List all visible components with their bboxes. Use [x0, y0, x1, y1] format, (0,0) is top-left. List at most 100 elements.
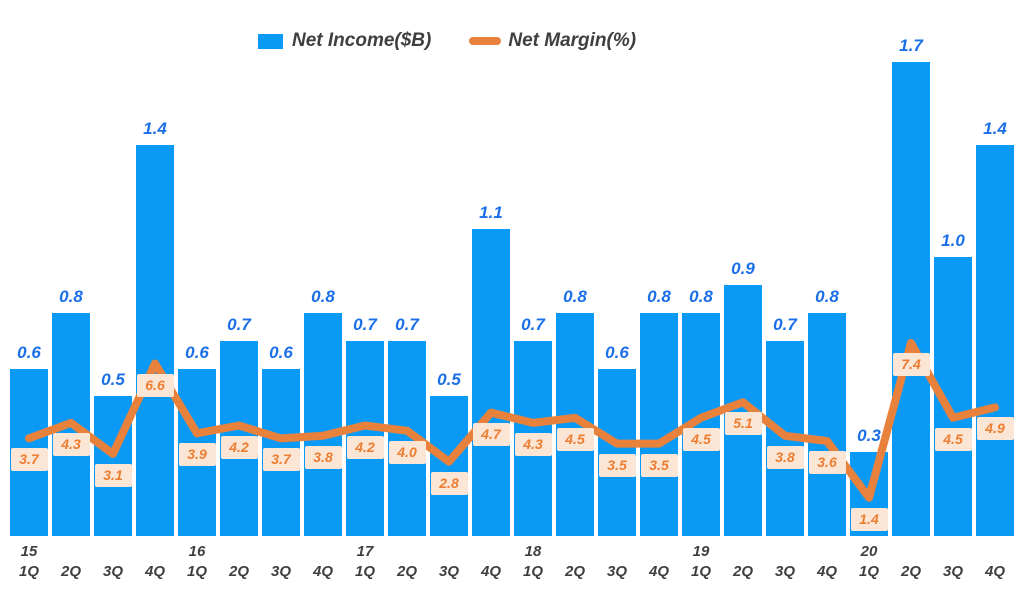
net-margin-value-label: 3.5: [640, 453, 678, 477]
net-income-value-label: 0.6: [605, 343, 629, 362]
x-axis-quarter-label: 1Q: [690, 563, 711, 580]
net-income-value-label: 0.5: [101, 370, 125, 389]
net-margin-value-label: 3.8: [766, 445, 804, 469]
net-income-value-label: 0.6: [185, 343, 209, 362]
net-income-value-label: 1.1: [479, 203, 503, 222]
x-axis-quarter-label: 2Q: [228, 563, 249, 580]
net-margin-value-label: 3.9: [178, 443, 216, 467]
net-income-bar: [682, 313, 720, 536]
net-margin-value-label: 4.3: [52, 432, 90, 456]
x-axis-year-label: 17: [356, 543, 374, 560]
net-income-value-label: 0.5: [437, 370, 461, 389]
x-axis-quarter-label: 4Q: [984, 563, 1005, 580]
net-income-bar: [388, 341, 426, 536]
x-axis-quarter-label: 2Q: [900, 563, 921, 580]
net-margin-value-label: 4.9: [976, 417, 1014, 441]
net-income-value-label: 0.6: [17, 343, 41, 362]
net-income-bar: [598, 369, 636, 536]
net-income-value-label: 0.7: [353, 315, 377, 334]
net-income-value-label: 0.7: [227, 315, 251, 334]
net-income-value-label: 0.7: [395, 315, 419, 334]
net-income-value-label: 1.0: [941, 231, 965, 250]
net-margin-value-label: 1.4: [850, 507, 888, 531]
net-margin-legend-swatch: [469, 37, 502, 45]
net-margin-value-label: 3.5: [598, 453, 636, 477]
net-income-bar: [52, 313, 90, 536]
net-margin-value-label: 3.7: [10, 448, 48, 472]
net-income-value-label: 1.7: [899, 36, 923, 55]
net-margin-value-label: 6.6: [136, 373, 174, 397]
x-axis-quarter-label: 3Q: [270, 563, 291, 580]
net-margin-value-label: 3.6: [808, 451, 846, 474]
x-axis-quarter-label: 4Q: [648, 563, 669, 580]
net-income-bar: [766, 341, 804, 536]
x-axis-year-label: 19: [692, 543, 710, 560]
net-income-bar: [136, 145, 174, 536]
net-income-value-label: 0.8: [59, 287, 83, 306]
net-income-bar: [892, 62, 930, 536]
net-income-value-label: 0.3: [857, 426, 881, 445]
net-income-value-label: 0.9: [731, 259, 755, 278]
net-margin-value-label: 4.2: [220, 435, 258, 459]
net-margin-value-label: 4.2: [346, 435, 384, 459]
net-margin-value-label: 4.5: [934, 427, 972, 451]
net-income-value-label: 0.8: [689, 287, 713, 306]
net-income-value-label: 0.8: [563, 287, 587, 306]
net-margin-legend-label: Net Margin(%): [508, 30, 637, 51]
x-axis-quarter-label: 3Q: [438, 563, 459, 580]
x-axis-quarter-label: 4Q: [144, 563, 165, 580]
x-axis-quarter-label: 4Q: [480, 563, 501, 580]
net-income-bar: [808, 313, 846, 536]
net-income-bar: [556, 313, 594, 536]
net-margin-value-label: 4.0: [388, 440, 426, 464]
net-income-bar: [640, 313, 678, 536]
net-income-legend-label: Net Income($B): [292, 30, 432, 51]
net-margin-value-label: 7.4: [892, 352, 930, 376]
net-income-value-label: 0.7: [521, 315, 545, 334]
x-axis-year-label: 20: [860, 543, 878, 560]
x-axis-quarter-label: 2Q: [60, 563, 81, 580]
x-axis-quarter-label: 3Q: [102, 563, 123, 580]
legend-item-net-margin: Net Margin(%): [469, 30, 636, 52]
net-income-value-label: 0.7: [773, 315, 797, 334]
net-income-value-label: 0.8: [647, 287, 671, 306]
net-income-bar: [976, 145, 1014, 536]
net-margin-value-label: 3.8: [304, 445, 342, 469]
legend: Net Income($B) Net Margin(%): [258, 30, 636, 52]
x-axis-quarter-label: 1Q: [18, 563, 39, 580]
x-axis-quarter-label: 1Q: [522, 563, 543, 580]
net-income-bar: [304, 313, 342, 536]
x-axis-quarter-label: 1Q: [354, 563, 375, 580]
net-income-value-label: 0.8: [815, 287, 839, 306]
net-margin-value-label: 3.1: [94, 463, 132, 487]
net-income-bar: [934, 257, 972, 536]
x-axis-quarter-label: 1Q: [858, 563, 879, 580]
net-income-legend-swatch: [258, 33, 283, 49]
x-axis-quarter-label: 4Q: [816, 563, 837, 580]
x-axis-quarter-label: 4Q: [312, 563, 333, 580]
net-income-value-label: 1.4: [143, 119, 167, 138]
x-axis-quarter-label: 3Q: [774, 563, 795, 580]
legend-item-net-income: Net Income($B): [258, 30, 431, 52]
x-axis-quarter-label: 2Q: [396, 563, 417, 580]
net-income-bar: [472, 229, 510, 536]
net-margin-value-label: 5.1: [724, 412, 762, 436]
net-margin-value-label: 4.5: [682, 427, 720, 451]
x-axis-quarter-label: 2Q: [732, 563, 753, 580]
x-axis-quarter-label: 2Q: [564, 563, 585, 580]
net-margin-value-label: 4.3: [514, 432, 552, 456]
net-margin-value-label: 2.8: [430, 471, 468, 495]
x-axis-year-label: 15: [20, 543, 38, 560]
net-income-value-label: 0.6: [269, 343, 293, 362]
x-axis-year-label: 16: [188, 543, 206, 560]
x-axis-quarter-label: 1Q: [186, 563, 207, 580]
net-margin-value-label: 4.5: [556, 427, 594, 451]
net-income-value-label: 0.8: [311, 287, 335, 306]
net-income-bar: [430, 396, 468, 536]
x-axis-quarter-label: 3Q: [606, 563, 627, 580]
net-income-value-label: 1.4: [983, 119, 1007, 138]
net-margin-value-label: 4.7: [472, 422, 510, 446]
net-income-bar: [724, 285, 762, 536]
x-axis-year-label: 18: [524, 543, 542, 560]
